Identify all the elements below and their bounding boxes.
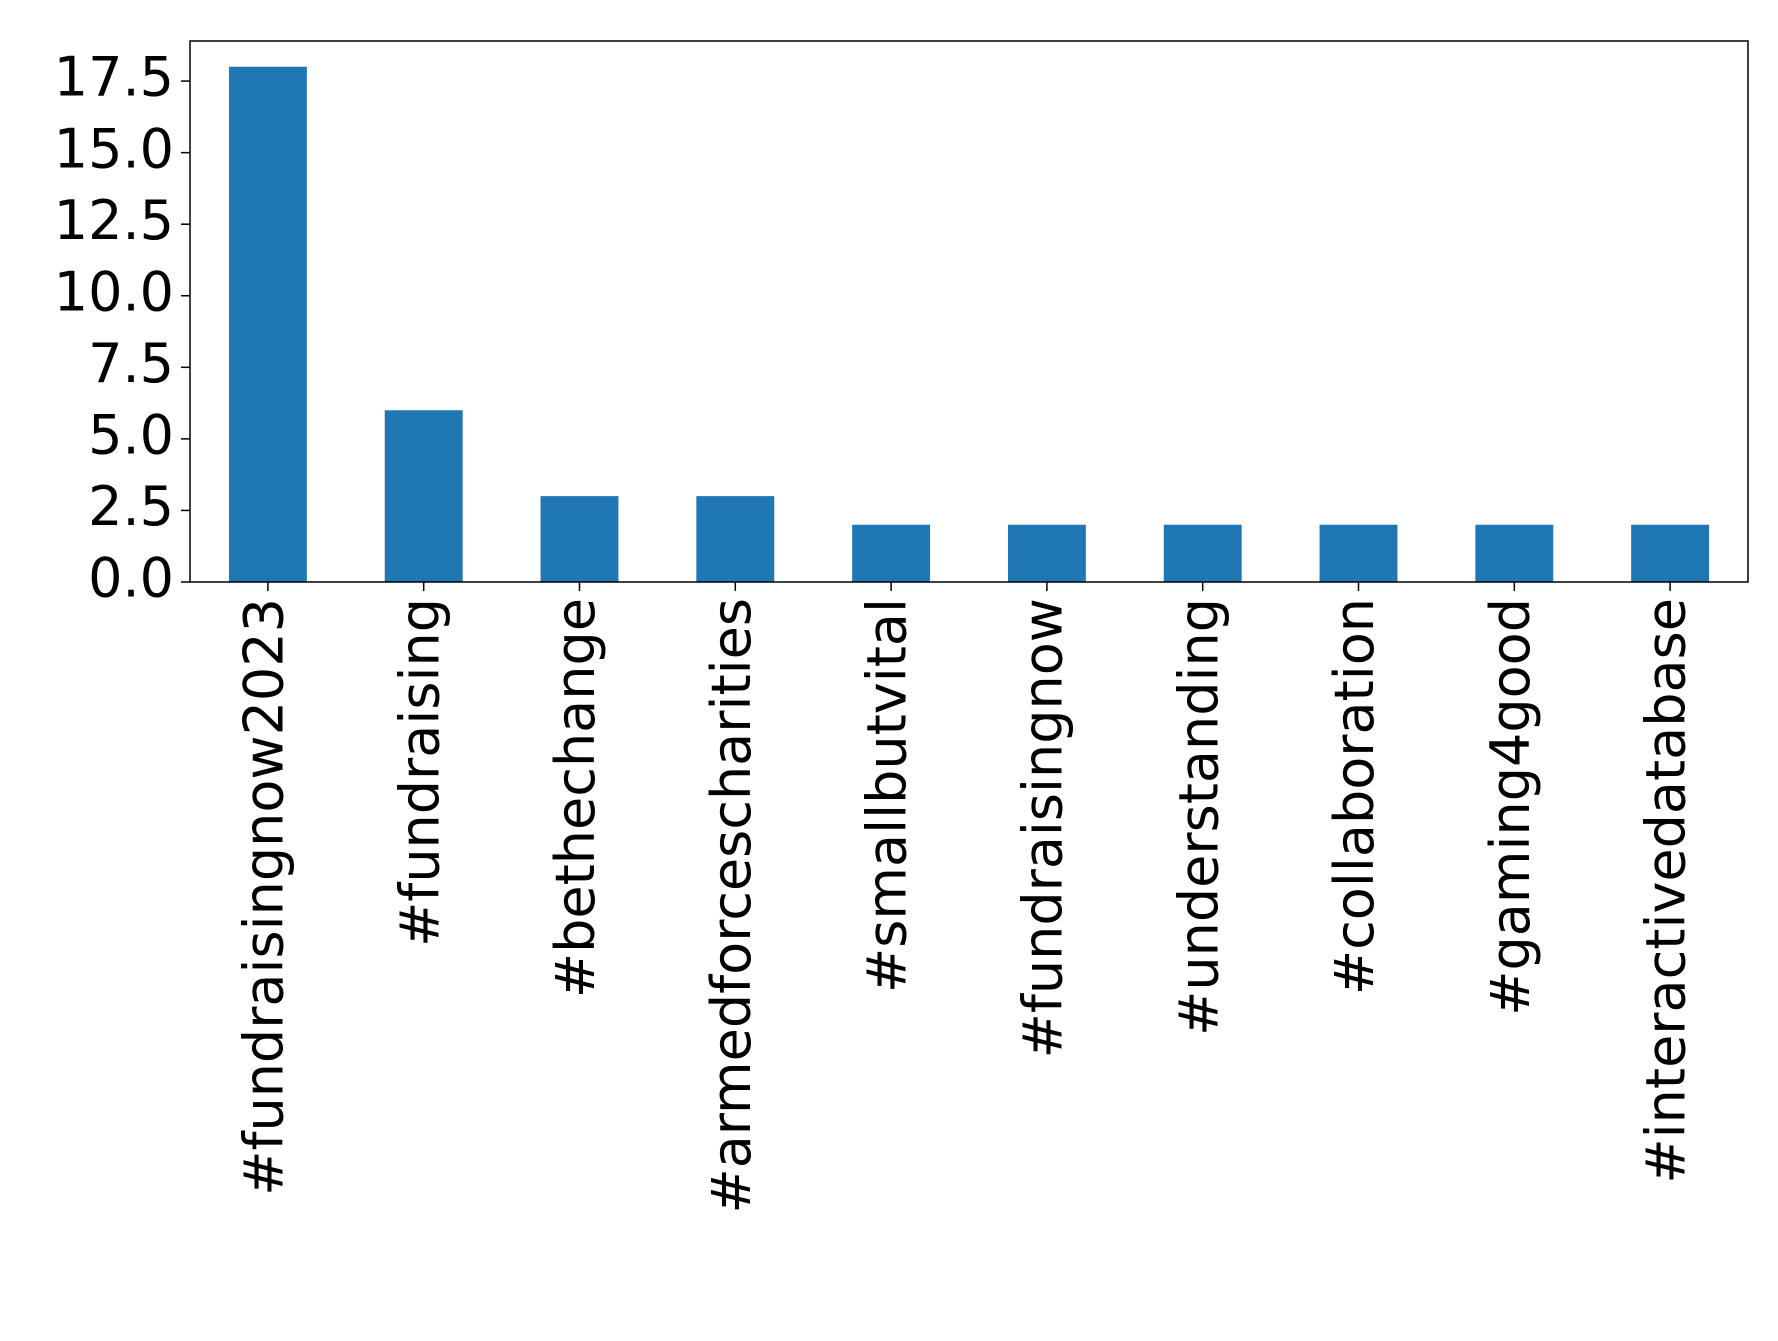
bar xyxy=(852,524,931,582)
bar xyxy=(1163,524,1242,582)
x-tick-label: #collaboration xyxy=(1323,598,1386,995)
y-tick-label: 0.0 xyxy=(88,547,174,610)
bar xyxy=(228,66,307,582)
y-tick-label: 17.5 xyxy=(54,46,174,109)
bar xyxy=(1475,524,1554,582)
y-tick-label: 10.0 xyxy=(54,260,174,323)
y-tick-label: 2.5 xyxy=(88,475,174,538)
bar xyxy=(384,410,463,582)
y-tick-label: 15.0 xyxy=(54,117,174,180)
x-tick-label: #fundraisingnow xyxy=(1012,598,1075,1058)
y-tick-label: 7.5 xyxy=(88,332,174,395)
bar xyxy=(540,496,619,582)
x-tick-label: #smallbutvital xyxy=(856,598,919,993)
bar xyxy=(1007,524,1086,582)
y-tick-label: 12.5 xyxy=(54,189,174,252)
bar xyxy=(1631,524,1710,582)
bar xyxy=(1319,524,1398,582)
x-tick-label: #gaming4good xyxy=(1479,598,1542,1016)
y-tick-label: 5.0 xyxy=(88,404,174,467)
x-tick-label: #bethechange xyxy=(544,598,607,998)
x-tick-label: #understanding xyxy=(1167,598,1230,1036)
x-tick-label: #interactivedatabase xyxy=(1635,598,1698,1184)
bar xyxy=(696,496,775,582)
x-tick-label: #fundraisingnow2023 xyxy=(233,598,296,1196)
x-tick-label: #armedforcescharities xyxy=(700,598,763,1214)
x-tick-label: #fundraising xyxy=(388,598,451,947)
plot-frame xyxy=(189,40,1749,583)
